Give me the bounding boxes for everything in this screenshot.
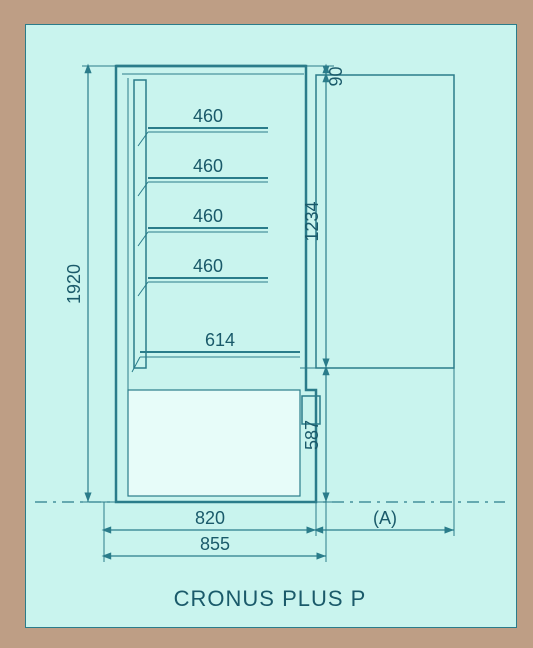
shelves-group: 460 460 460 460 614 [132, 106, 300, 372]
diagram-canvas: 460 460 460 460 614 1920 90 1234 587 820 855 (A) C… [0, 0, 533, 648]
dim-open-A: (A) [373, 508, 397, 528]
shelf-dim: 460 [193, 106, 223, 126]
shelf-dim: 460 [193, 256, 223, 276]
dim-width-820: 820 [195, 508, 225, 528]
dim-top-gap: 90 [326, 66, 346, 86]
technical-drawing: 460 460 460 460 614 1920 90 1234 587 820 855 (A) C… [0, 0, 533, 648]
product-title: CRONUS PLUS P [174, 586, 367, 611]
dim-width-855: 855 [200, 534, 230, 554]
dim-door-height: 1234 [302, 201, 322, 241]
shelf-dim: 460 [193, 206, 223, 226]
dim-lower-height: 587 [302, 420, 322, 450]
shelf-dim: 460 [193, 156, 223, 176]
dim-height-total: 1920 [64, 264, 84, 304]
bottom-shelf-dim: 614 [205, 330, 235, 350]
door-open-area [316, 75, 454, 368]
